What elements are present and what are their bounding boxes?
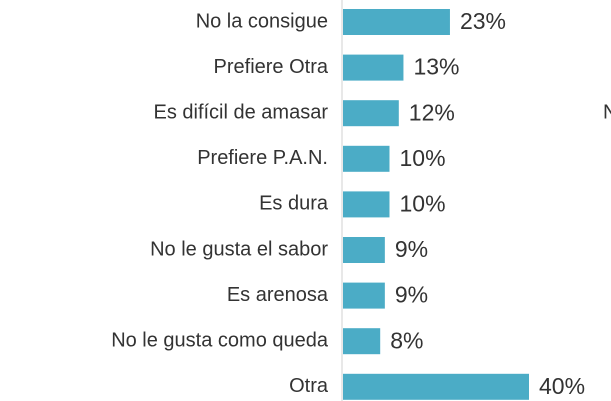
category-label: No la consigue [196, 10, 328, 32]
bar [343, 145, 390, 172]
category-label: Es difícil de amasar [153, 101, 328, 123]
value-label: 13% [413, 54, 459, 80]
annotation: N [603, 101, 611, 123]
bar [343, 328, 381, 355]
bar [343, 9, 450, 35]
value-label: 8% [390, 327, 423, 353]
category-label: Es arenosa [227, 284, 329, 306]
bar [343, 237, 385, 263]
bar [343, 54, 404, 81]
category-label: Prefiere Otra [214, 56, 329, 78]
value-label: 9% [395, 236, 428, 262]
value-label: 10% [400, 190, 446, 216]
bar [343, 191, 390, 218]
category-label: No le gusta como queda [111, 329, 329, 351]
value-label: 23% [460, 8, 506, 34]
category-label: Otra [289, 375, 329, 397]
value-label: 12% [409, 99, 455, 125]
category-label: No le gusta el sabor [150, 238, 328, 260]
bar [343, 373, 529, 400]
value-label: 9% [395, 282, 428, 308]
bar [343, 282, 385, 309]
value-label: 10% [400, 145, 446, 171]
category-label: Prefiere P.A.N. [197, 147, 328, 169]
category-label: Es dura [259, 193, 329, 215]
value-label: 40% [539, 373, 585, 399]
bar [343, 100, 399, 127]
